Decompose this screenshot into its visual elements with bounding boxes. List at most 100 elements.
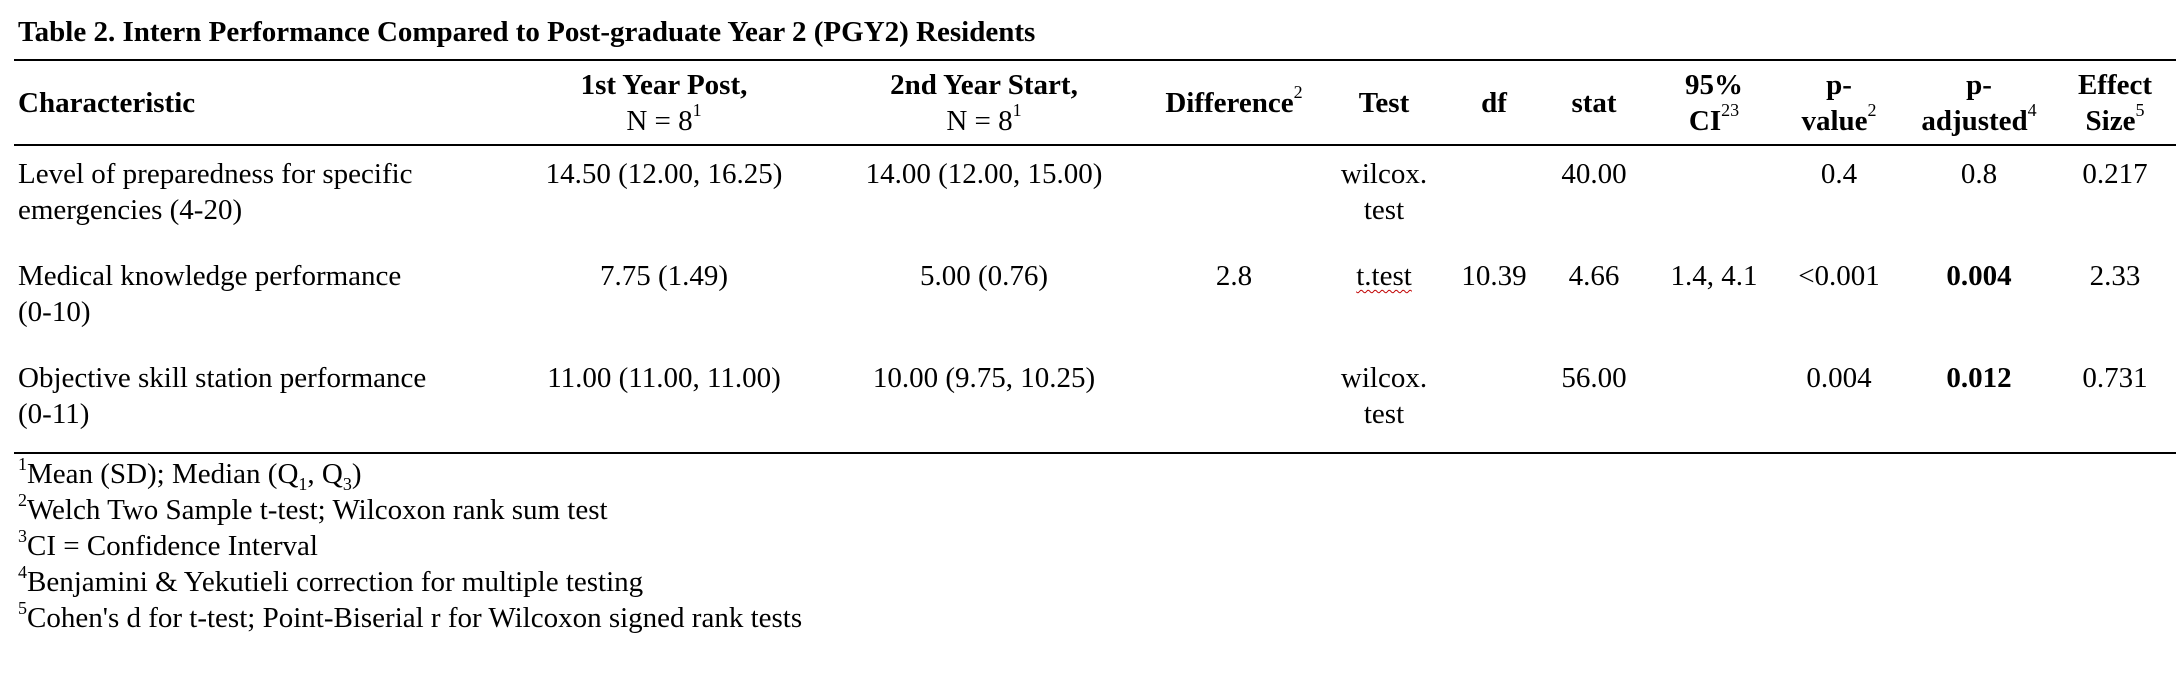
cell-stat: 4.66 bbox=[1568, 260, 1620, 292]
footnote-3-mark: 3 bbox=[18, 526, 27, 547]
header-ci-footnote-mark: 23 bbox=[1721, 99, 1740, 120]
header-test-label: Test bbox=[1358, 86, 1410, 119]
table-top-rule bbox=[14, 59, 2176, 61]
header-ci: 95% CI23 bbox=[1654, 61, 1774, 144]
cell-difference bbox=[1154, 144, 1314, 228]
cell-test-line1: t.test bbox=[1356, 260, 1412, 292]
cell-characteristic-line2: emergencies (4-20) bbox=[18, 194, 243, 226]
cell-ci bbox=[1654, 330, 1774, 432]
cell-second-year: 14.00 (12.00, 15.00) bbox=[865, 158, 1103, 190]
header-second-year-footnote-mark: 1 bbox=[1012, 99, 1022, 120]
header-difference: Difference2 bbox=[1154, 61, 1314, 144]
header-effect-size-line2: Size bbox=[2085, 104, 2136, 137]
cell-test: t.test bbox=[1314, 228, 1454, 330]
cell-ci bbox=[1654, 144, 1774, 228]
header-p-adjusted-line2: adjusted bbox=[1921, 104, 2028, 137]
header-ci-line1: 95% bbox=[1685, 68, 1743, 101]
cell-characteristic: Level of preparedness for specific emerg… bbox=[14, 144, 514, 228]
cell-effect-size: 2.33 bbox=[2089, 260, 2141, 292]
footnote-1: 1Mean (SD); Median (Q1, Q3) bbox=[18, 454, 802, 494]
cell-p-value: <0.001 bbox=[1798, 260, 1880, 292]
header-second-year-line1: 2nd Year Start, bbox=[890, 68, 1078, 101]
cell-test-line2: test bbox=[1363, 398, 1405, 430]
header-stat: stat bbox=[1534, 61, 1654, 144]
header-df-label: df bbox=[1481, 86, 1507, 119]
cell-p-value: 0.004 bbox=[1806, 362, 1872, 394]
cell-stat: 56.00 bbox=[1561, 362, 1627, 394]
table-header-rule bbox=[14, 144, 2176, 146]
cell-characteristic-line1: Level of preparedness for specific bbox=[18, 158, 413, 190]
results-table: Characteristic 1st Year Post, N = 81 2nd… bbox=[14, 61, 2176, 432]
header-p-adjusted: p- adjusted4 bbox=[1904, 61, 2054, 144]
cell-effect-size: 0.731 bbox=[2082, 362, 2148, 394]
header-difference-label: Difference bbox=[1165, 86, 1294, 119]
header-p-value-line2: value bbox=[1801, 104, 1868, 137]
cell-df bbox=[1454, 330, 1534, 432]
header-effect-size-footnote-mark: 5 bbox=[2135, 99, 2145, 120]
cell-characteristic-line1: Medical knowledge performance bbox=[18, 260, 402, 292]
header-p-value: p- value2 bbox=[1774, 61, 1904, 144]
footnote-4: 4Benjamini & Yekutieli correction for mu… bbox=[18, 562, 802, 600]
cell-second-year: 10.00 (9.75, 10.25) bbox=[872, 362, 1096, 394]
cell-effect-size: 0.217 bbox=[2082, 158, 2148, 190]
header-effect-size: Effect Size5 bbox=[2054, 61, 2176, 144]
footnote-4-mark: 4 bbox=[18, 562, 27, 583]
cell-characteristic-line2: (0-11) bbox=[18, 398, 90, 430]
header-second-year-line2: N = 8 bbox=[946, 104, 1013, 137]
header-first-year-line1: 1st Year Post, bbox=[580, 68, 748, 101]
footnote-1-subscript-b: 3 bbox=[342, 473, 352, 494]
footnote-1-subscript-a: 1 bbox=[298, 473, 308, 494]
cell-characteristic: Medical knowledge performance (0-10) bbox=[14, 228, 514, 330]
table-header-row: Characteristic 1st Year Post, N = 81 2nd… bbox=[14, 61, 2176, 144]
cell-first-year: 11.00 (11.00, 11.00) bbox=[547, 362, 781, 394]
cell-test: wilcox. test bbox=[1314, 144, 1454, 228]
table-title: Table 2. Intern Performance Compared to … bbox=[18, 16, 1036, 48]
header-stat-label: stat bbox=[1571, 86, 1617, 119]
header-p-adjusted-footnote-mark: 4 bbox=[2027, 99, 2037, 120]
header-effect-size-line1: Effect bbox=[2077, 68, 2153, 101]
footnote-1-text-b: , Q bbox=[307, 458, 343, 490]
cell-ci: 1.4, 4.1 bbox=[1670, 260, 1758, 292]
cell-first-year: 7.75 (1.49) bbox=[599, 260, 729, 292]
cell-stat: 40.00 bbox=[1561, 158, 1627, 190]
cell-df: 10.39 bbox=[1461, 260, 1527, 292]
cell-second-year: 5.00 (0.76) bbox=[919, 260, 1049, 292]
header-difference-footnote-mark: 2 bbox=[1293, 81, 1303, 102]
header-first-year-footnote-mark: 1 bbox=[692, 99, 702, 120]
cell-difference bbox=[1154, 330, 1314, 432]
header-p-adjusted-line1: p- bbox=[1966, 68, 1992, 101]
footnote-2-text: Welch Two Sample t-test; Wilcoxon rank s… bbox=[27, 494, 608, 526]
table-bottom-rule bbox=[14, 452, 2176, 454]
cell-p-value: 0.4 bbox=[1820, 158, 1858, 190]
header-p-value-line1: p- bbox=[1826, 68, 1852, 101]
footnote-1-mark: 1 bbox=[18, 454, 27, 475]
header-second-year: 2nd Year Start, N = 81 bbox=[814, 61, 1154, 144]
footnote-4-text: Benjamini & Yekutieli correction for mul… bbox=[27, 566, 644, 598]
table-row: Medical knowledge performance (0-10) 7.7… bbox=[14, 228, 2176, 330]
footnote-3: 3CI = Confidence Interval bbox=[18, 526, 802, 564]
cell-characteristic-line2: (0-10) bbox=[18, 296, 91, 328]
header-ci-line2: CI bbox=[1688, 104, 1722, 137]
cell-difference: 2.8 bbox=[1215, 260, 1253, 292]
header-characteristic: Characteristic bbox=[14, 61, 514, 144]
cell-first-year: 14.50 (12.00, 16.25) bbox=[545, 158, 783, 190]
cell-characteristic-line1: Objective skill station performance bbox=[18, 362, 427, 394]
header-df: df bbox=[1454, 61, 1534, 144]
footnote-5-text: Cohen's d for t-test; Point-Biserial r f… bbox=[27, 602, 803, 634]
footnote-1-text-a: Mean (SD); Median (Q bbox=[27, 458, 299, 490]
cell-test: wilcox. test bbox=[1314, 330, 1454, 432]
header-characteristic-label: Characteristic bbox=[18, 86, 196, 119]
cell-test-line1: wilcox. bbox=[1340, 362, 1428, 394]
cell-df bbox=[1454, 144, 1534, 228]
cell-test-line2: test bbox=[1363, 194, 1405, 226]
header-first-year: 1st Year Post, N = 81 bbox=[514, 61, 814, 144]
table-footnotes: 1Mean (SD); Median (Q1, Q3) 2Welch Two S… bbox=[18, 454, 803, 636]
header-p-value-footnote-mark: 2 bbox=[1867, 99, 1877, 120]
header-first-year-line2: N = 8 bbox=[626, 104, 693, 137]
cell-characteristic: Objective skill station performance (0-1… bbox=[14, 330, 514, 432]
header-test: Test bbox=[1314, 61, 1454, 144]
footnote-2: 2Welch Two Sample t-test; Wilcoxon rank … bbox=[18, 491, 802, 528]
table-row: Level of preparedness for specific emerg… bbox=[14, 144, 2176, 228]
footnote-1-text-c: ) bbox=[351, 458, 362, 490]
